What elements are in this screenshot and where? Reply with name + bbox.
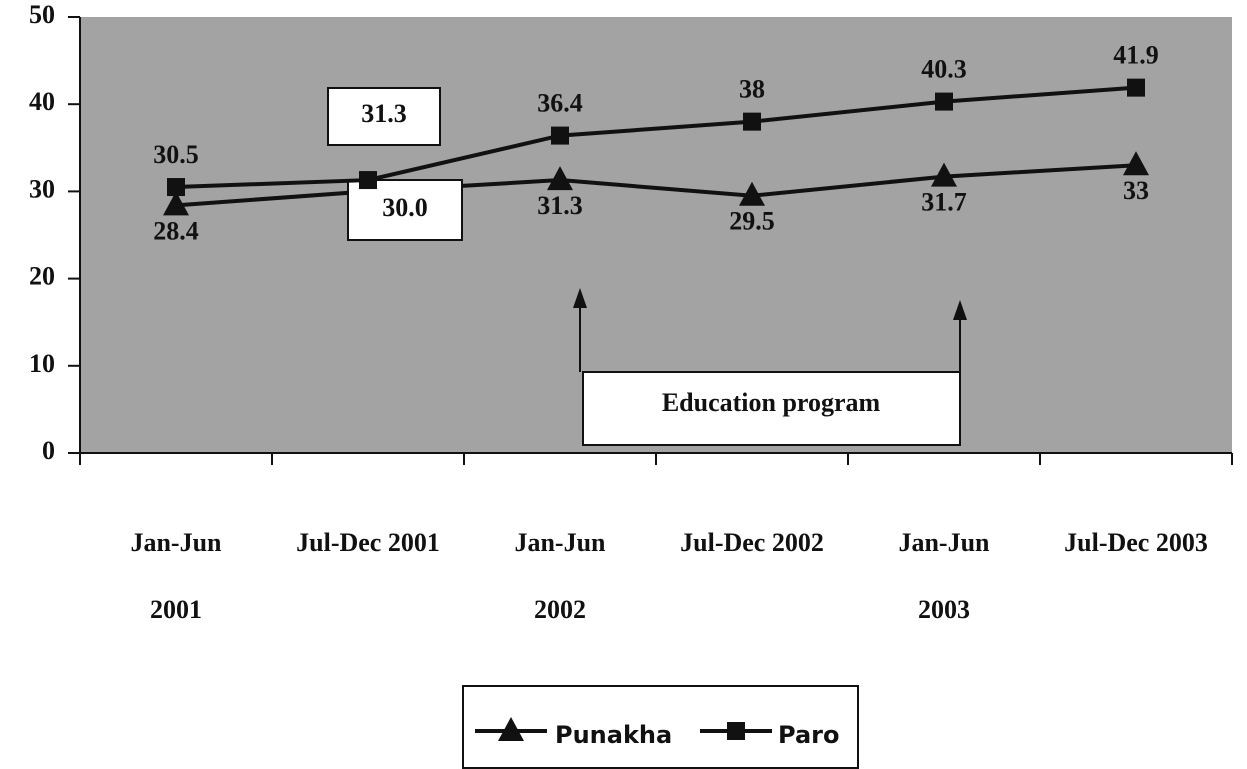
arrow-head <box>573 288 587 308</box>
marker <box>359 171 377 190</box>
data-label: 38 <box>739 75 765 104</box>
marker <box>498 717 524 741</box>
marker <box>739 181 765 206</box>
data-label: 36.4 <box>537 89 583 118</box>
label-box <box>347 179 463 241</box>
marker <box>551 126 569 145</box>
x-tick-label: 2002 <box>534 595 586 624</box>
x-tick-label: Jul-Dec 2001 <box>296 528 440 557</box>
data-label: 30.0 <box>382 193 428 222</box>
data-label: 31.3 <box>537 191 583 220</box>
marker <box>167 178 185 197</box>
y-tick-label: 50 <box>29 0 55 29</box>
data-label: 40.3 <box>921 55 967 84</box>
y-tick-label: 20 <box>29 262 55 291</box>
marker <box>547 166 573 191</box>
marker <box>743 112 761 131</box>
y-tick-label: 0 <box>42 436 55 465</box>
legend-label: Punakha <box>555 721 672 749</box>
x-tick-label: Jul-Dec 2002 <box>680 528 824 557</box>
legend-label: Paro <box>778 721 839 749</box>
x-tick-label: 2003 <box>918 595 970 624</box>
y-tick-label: 10 <box>29 349 55 378</box>
line <box>175 163 1137 208</box>
x-tick-label: Jan-Jun <box>514 528 606 557</box>
data-label: 29.5 <box>729 207 775 236</box>
data-label: 33 <box>1123 176 1149 205</box>
x-tick-label: Jan-Jun <box>898 528 990 557</box>
line <box>175 85 1137 190</box>
data-label: 31.7 <box>921 188 967 217</box>
y-tick-label: 40 <box>29 87 55 116</box>
marker <box>727 722 745 740</box>
data-label: 31.3 <box>361 99 407 128</box>
marker <box>931 162 957 187</box>
marker <box>1127 78 1145 97</box>
data-label: 30.5 <box>153 140 199 169</box>
arrow-head <box>953 300 967 320</box>
marker <box>163 191 189 216</box>
annotation-box <box>582 371 961 446</box>
x-tick-label: Jan-Jun <box>130 528 222 557</box>
data-label: 41.9 <box>1113 41 1159 70</box>
legend <box>462 685 859 769</box>
annotation: Education program <box>662 388 881 417</box>
marker <box>935 92 953 111</box>
marker <box>1123 151 1149 176</box>
x-tick-label: Jul-Dec 2003 <box>1064 528 1208 557</box>
x-tick-label: 2001 <box>150 595 202 624</box>
data-label: 28.4 <box>153 216 199 245</box>
y-tick-label: 30 <box>29 174 55 203</box>
label-box <box>327 87 441 146</box>
